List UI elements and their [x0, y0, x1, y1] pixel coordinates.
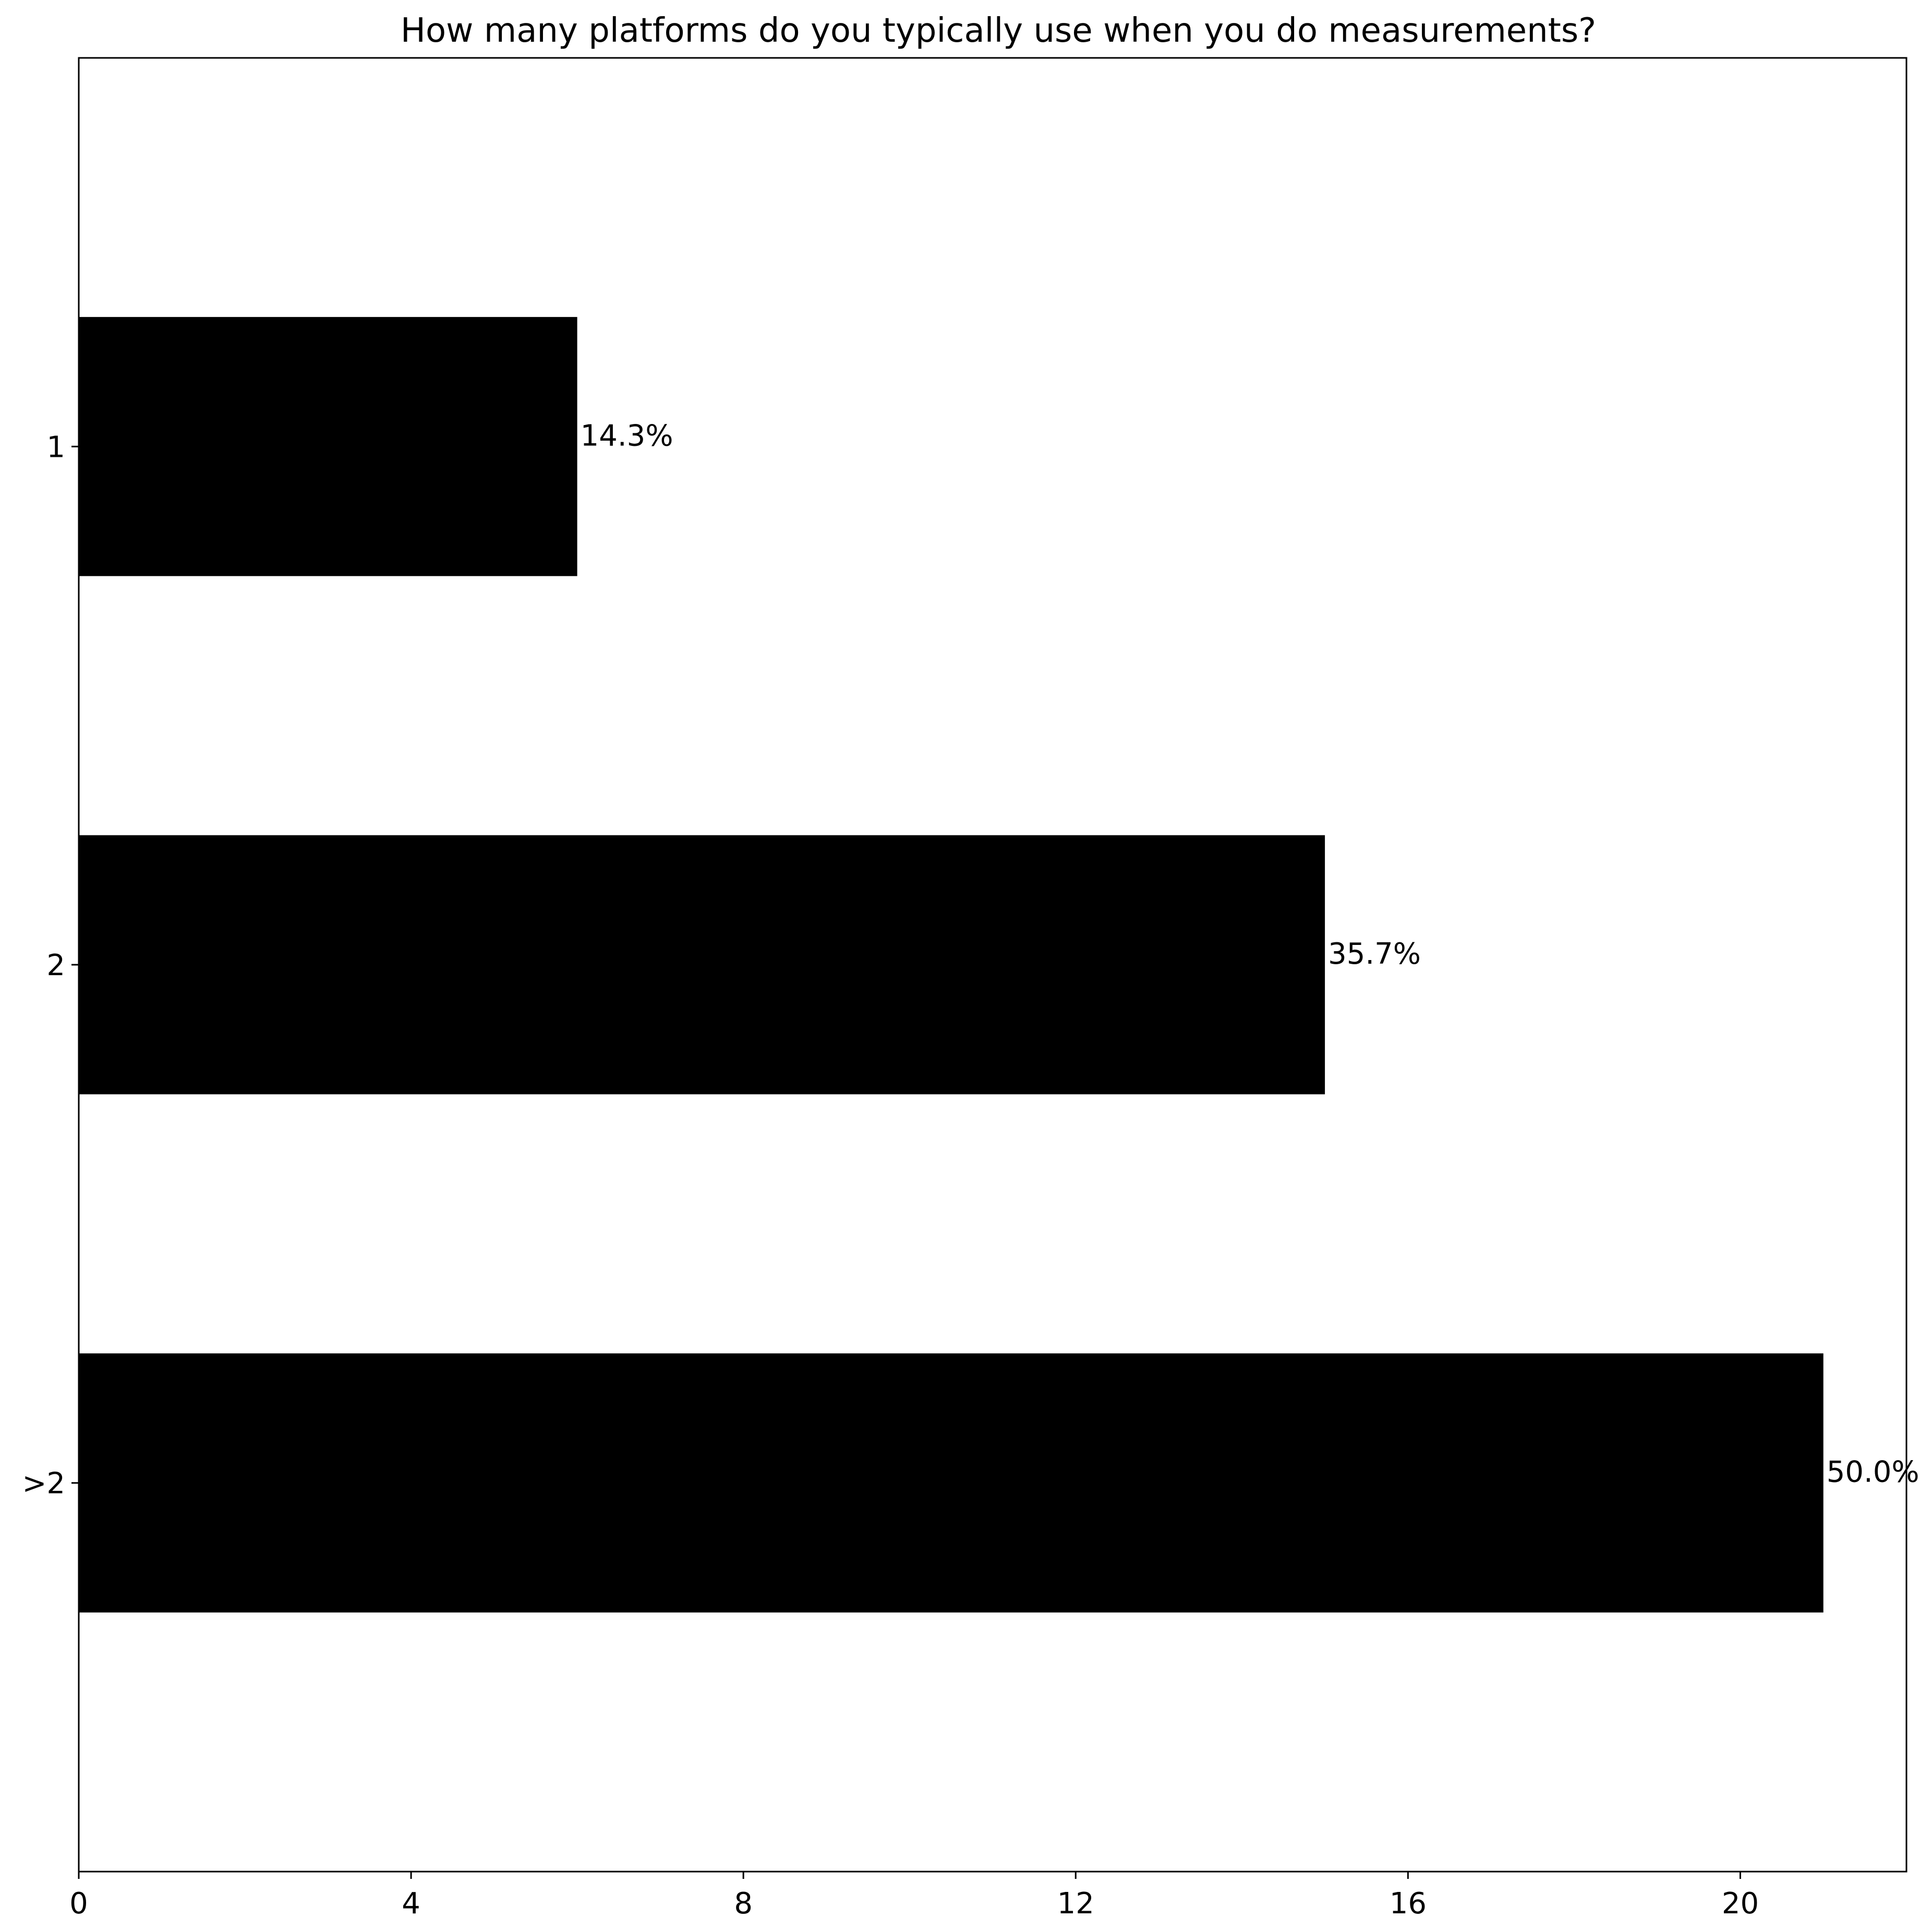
- data-label-2: 50.0%: [1827, 1455, 1919, 1489]
- x-tick-label-4: 16: [1390, 1887, 1427, 1921]
- bars-group: [79, 317, 1824, 1613]
- data-label-1: 35.7%: [1328, 937, 1421, 971]
- data-labels-group: 14.3% 35.7% 50.0%: [581, 419, 1919, 1489]
- x-tick-label-3: 12: [1057, 1887, 1094, 1921]
- y-tick-label-2: >2: [22, 1467, 65, 1501]
- y-tick-label-1: 2: [46, 949, 65, 982]
- x-tick-label-2: 8: [734, 1887, 753, 1921]
- bar-2: [79, 1353, 1824, 1613]
- bar-0: [79, 317, 577, 576]
- y-tick-label-0: 1: [46, 430, 65, 464]
- bar-1: [79, 835, 1325, 1095]
- x-tick-label-1: 4: [402, 1887, 420, 1921]
- y-axis-ticks: 1 2 >2: [22, 430, 79, 1501]
- chart-title: How many platforms do you typically use …: [401, 11, 1596, 50]
- plot-frame: [78, 57, 1907, 1873]
- x-tick-label-5: 20: [1722, 1887, 1759, 1921]
- data-label-0: 14.3%: [581, 419, 673, 453]
- x-tick-label-0: 0: [69, 1887, 88, 1921]
- x-axis-ticks: 0 4 8 12 16 20: [69, 1872, 1759, 1921]
